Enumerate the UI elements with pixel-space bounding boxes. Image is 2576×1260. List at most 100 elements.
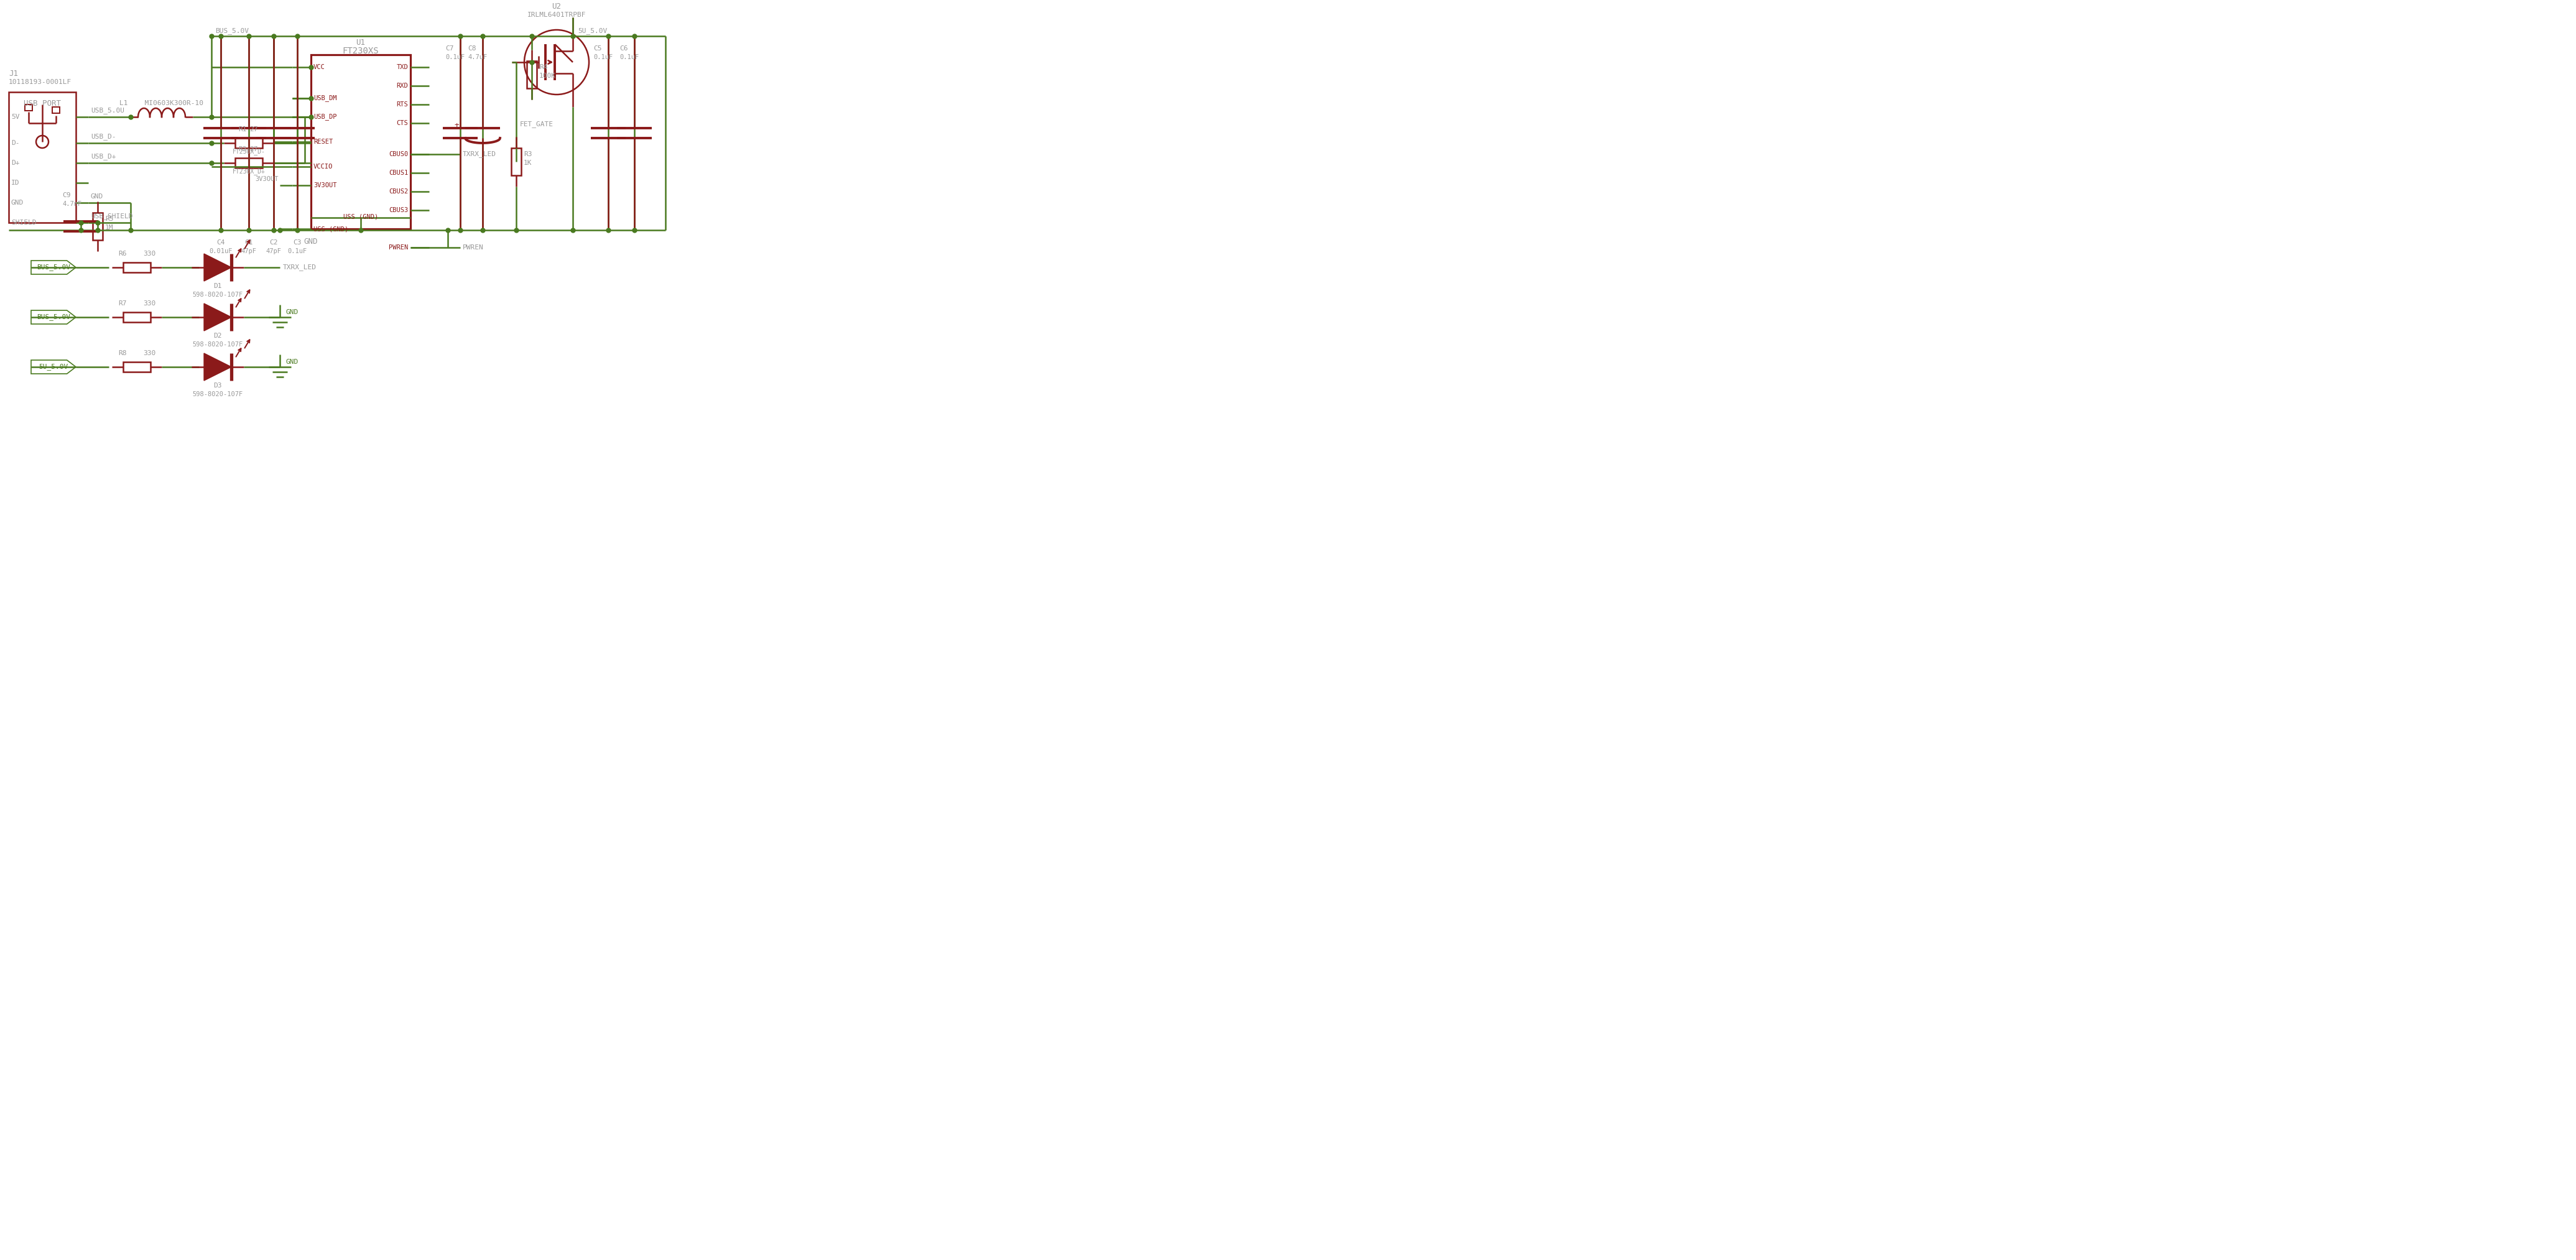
Text: BUS_5.0V: BUS_5.0V [36, 265, 70, 271]
Text: R1: R1 [240, 126, 247, 132]
Text: FT230XS: FT230XS [343, 47, 379, 55]
Text: FET_GATE: FET_GATE [520, 121, 554, 127]
Text: GND: GND [90, 194, 103, 199]
Text: USB_DM: USB_DM [314, 94, 337, 102]
Text: R4: R4 [538, 64, 549, 71]
Text: 0.1uF: 0.1uF [446, 54, 464, 60]
Text: BUS_5.0V: BUS_5.0V [36, 314, 70, 320]
Text: C2: C2 [270, 239, 278, 246]
Text: PWREN: PWREN [389, 244, 407, 251]
Text: J1: J1 [8, 69, 18, 77]
Text: USS (GND): USS (GND) [314, 226, 348, 232]
Text: 1K: 1K [523, 160, 533, 166]
Text: FT230X_D+: FT230X_D+ [232, 169, 265, 175]
Text: C7: C7 [446, 45, 453, 52]
Bar [26, 105, 33, 111]
Text: USB PORT: USB PORT [23, 100, 62, 107]
Text: RESET: RESET [314, 139, 332, 145]
Text: 3V3OUT: 3V3OUT [255, 176, 278, 183]
Text: TXRX_LED: TXRX_LED [283, 265, 317, 271]
Text: FT230X_D-: FT230X_D- [232, 149, 265, 155]
Text: 4.7uF: 4.7uF [469, 54, 487, 60]
Text: TXD: TXD [397, 64, 407, 71]
Text: D+: D+ [10, 160, 21, 166]
Text: 0.1uF: 0.1uF [618, 54, 639, 60]
Text: 5V: 5V [10, 113, 21, 120]
Text: 0.01uF: 0.01uF [209, 248, 232, 255]
Text: GND: GND [286, 359, 299, 365]
Text: R5: R5 [106, 215, 113, 222]
Bar [124, 362, 149, 372]
Text: 598-8020-107F: 598-8020-107F [193, 291, 242, 297]
Polygon shape [204, 253, 232, 281]
Text: RTS: RTS [397, 101, 407, 107]
Text: GND: GND [10, 199, 23, 205]
Text: BUS_5.0V: BUS_5.0V [216, 28, 250, 34]
Text: C5: C5 [592, 45, 603, 52]
Text: 3V3OUT: 3V3OUT [314, 183, 337, 189]
Text: VCC: VCC [314, 64, 325, 71]
Text: 0.1uF: 0.1uF [592, 54, 613, 60]
Bar [234, 158, 263, 168]
Text: 4.7nF: 4.7nF [62, 200, 82, 207]
Bar [93, 213, 103, 241]
Text: C1: C1 [245, 239, 252, 246]
Bar [234, 139, 263, 147]
Text: U1: U1 [355, 38, 366, 47]
Text: USB_5.0U: USB_5.0U [90, 107, 124, 115]
Text: D2: D2 [214, 333, 222, 339]
Text: 1M: 1M [106, 224, 113, 231]
Bar [124, 312, 149, 323]
Text: USB_SHIELD: USB_SHIELD [90, 213, 134, 219]
Polygon shape [204, 353, 232, 381]
Text: ID: ID [10, 180, 21, 186]
Text: IRLML6401TRPBF: IRLML6401TRPBF [528, 11, 585, 18]
Text: TXRX_LED: TXRX_LED [464, 151, 497, 158]
Text: GND: GND [304, 237, 317, 246]
Text: 330: 330 [144, 300, 155, 306]
Polygon shape [204, 304, 232, 331]
Text: 100K: 100K [538, 73, 556, 79]
Text: USB_D-: USB_D- [90, 134, 116, 140]
Text: USB_D+: USB_D+ [90, 154, 116, 160]
Text: 5U_5.0V: 5U_5.0V [39, 364, 67, 370]
Text: CBUS2: CBUS2 [389, 189, 407, 194]
Text: VCCIO: VCCIO [314, 164, 332, 170]
Bar [510, 147, 520, 175]
Text: 0.1uF: 0.1uF [289, 248, 307, 255]
Text: D-: D- [10, 140, 21, 146]
Text: 598-8020-107F: 598-8020-107F [193, 341, 242, 348]
Text: CBUS1: CBUS1 [389, 170, 407, 176]
Text: 330: 330 [144, 251, 155, 257]
Text: C4: C4 [216, 239, 224, 246]
Text: SHIELD: SHIELD [10, 219, 36, 226]
Text: L1    MI0603K300R-10: L1 MI0603K300R-10 [118, 100, 204, 106]
Text: CTS: CTS [397, 120, 407, 126]
Text: D3: D3 [214, 383, 222, 388]
Text: 330: 330 [144, 350, 155, 357]
Bar [124, 262, 149, 272]
Text: D1: D1 [214, 284, 222, 290]
Text: R8: R8 [118, 350, 126, 357]
Text: 5U_5.0V: 5U_5.0V [577, 28, 608, 34]
Text: 27: 27 [250, 146, 258, 152]
Text: R7: R7 [118, 300, 126, 306]
Bar [526, 60, 536, 88]
Text: +: + [453, 121, 459, 129]
Text: R3: R3 [523, 151, 533, 158]
Text: 598-8020-107F: 598-8020-107F [193, 391, 242, 397]
Text: U2: U2 [551, 3, 562, 10]
Text: 10118193-0001LF: 10118193-0001LF [8, 79, 72, 86]
Text: CBUS3: CBUS3 [389, 207, 407, 213]
Text: C9: C9 [62, 193, 70, 198]
Text: USS (GND): USS (GND) [343, 213, 379, 219]
Text: 27: 27 [250, 126, 258, 132]
Text: R6: R6 [118, 251, 126, 257]
Bar [8, 92, 75, 223]
Text: CBUS0: CBUS0 [389, 151, 407, 158]
Bar [312, 54, 410, 229]
Text: 47pF: 47pF [265, 248, 281, 255]
Text: C3: C3 [294, 239, 301, 246]
Text: 47pF: 47pF [242, 248, 258, 255]
Text: PWREN: PWREN [464, 244, 484, 251]
